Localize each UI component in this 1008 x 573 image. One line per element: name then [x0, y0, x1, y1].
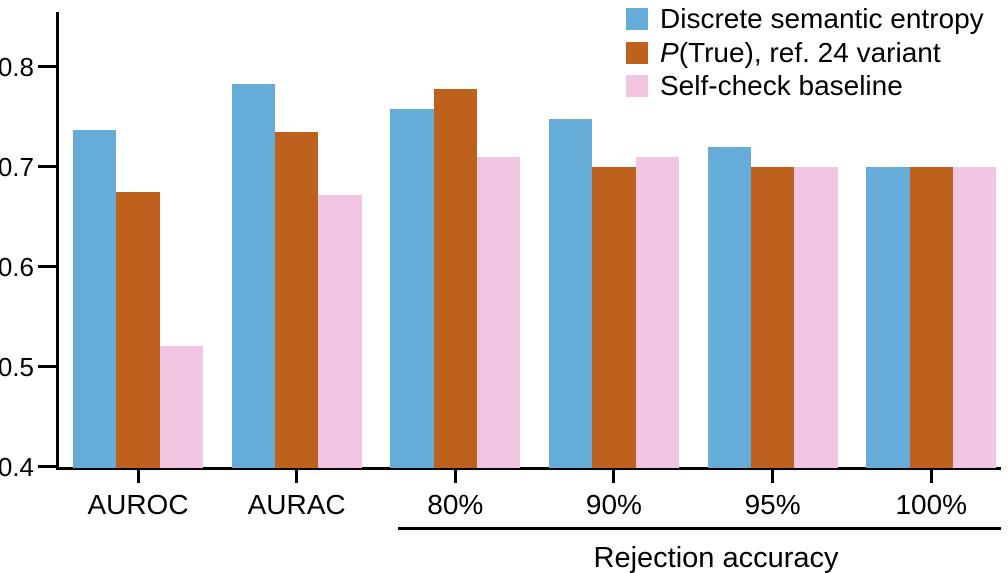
- y-tick-0-5: [38, 365, 56, 368]
- y-tick-label-0-4: 0.4: [0, 451, 34, 482]
- bar-90-discrete-semantic-entropy: [549, 118, 593, 468]
- y-tick-label-0-7: 0.7: [0, 151, 34, 182]
- x-tick-aurac: [295, 468, 299, 483]
- x-tick-label-90: 90%: [585, 488, 642, 520]
- bar-auroc-self-check-baseline: [159, 345, 203, 468]
- legend-label-self-check-baseline: Self-check baseline: [660, 70, 903, 102]
- legend-label-discrete-semantic-entropy: Discrete semantic entropy: [660, 3, 984, 34]
- legend-item-discrete-semantic-entropy: Discrete semantic entropy: [626, 3, 984, 34]
- x-tick-80: [453, 468, 457, 483]
- y-tick-0-7: [38, 165, 56, 168]
- bar-auroc-p-true-ref-24-variant: [116, 191, 160, 468]
- x-axis-line: [56, 466, 1001, 470]
- bar-aurac-self-check-baseline: [318, 194, 362, 468]
- legend-swatch-self-check-baseline: [626, 75, 648, 98]
- bar-95-discrete-semantic-entropy: [707, 146, 751, 468]
- x-tick-label-auroc: AUROC: [87, 488, 189, 520]
- bar-80-self-check-baseline: [476, 156, 521, 468]
- x-tick-label-80: 80%: [427, 488, 484, 520]
- x-tick-label-100: 100%: [895, 488, 968, 520]
- bar-80-p-true-ref-24-variant: [433, 88, 477, 468]
- bar-100-self-check-baseline: [952, 166, 997, 468]
- x-tick-90: [612, 468, 616, 483]
- legend-swatch-p-true-ref-24-variant: [626, 41, 648, 64]
- x-tick-auroc: [136, 468, 140, 483]
- rejection-accuracy-underline: [397, 526, 1001, 530]
- bar-90-self-check-baseline: [635, 156, 679, 468]
- y-tick-0-4: [38, 465, 56, 468]
- x-tick-label-95: 95%: [744, 488, 801, 520]
- bar-80-discrete-semantic-entropy: [390, 108, 434, 468]
- bar-95-p-true-ref-24-variant: [750, 166, 795, 468]
- y-tick-0-6: [38, 265, 56, 268]
- bar-100-discrete-semantic-entropy: [866, 166, 910, 468]
- x-tick-100: [929, 468, 933, 483]
- bar-aurac-p-true-ref-24-variant: [275, 131, 319, 468]
- y-tick-0-8: [38, 65, 56, 68]
- bar-95-self-check-baseline: [794, 166, 838, 468]
- legend-label-p-true-ref-24-variant: P(True), ref. 24 variant: [660, 36, 941, 68]
- legend-item-p-true-ref-24-variant: P(True), ref. 24 variant: [626, 36, 941, 68]
- y-tick-label-0-6: 0.6: [0, 251, 34, 282]
- x-tick-label-aurac: AURAC: [247, 488, 346, 520]
- bar-aurac-discrete-semantic-entropy: [231, 83, 275, 468]
- bar-100-p-true-ref-24-variant: [909, 166, 953, 468]
- y-tick-label-0-8: 0.8: [0, 51, 34, 82]
- legend-item-self-check-baseline: Self-check baseline: [626, 70, 903, 102]
- y-axis-line: [56, 12, 59, 468]
- x-tick-95: [771, 468, 775, 483]
- bar-auroc-discrete-semantic-entropy: [73, 129, 117, 468]
- y-tick-label-0-5: 0.5: [0, 351, 34, 382]
- bar-90-p-true-ref-24-variant: [592, 166, 636, 468]
- legend-swatch-discrete-semantic-entropy: [626, 8, 648, 30]
- rejection-accuracy-label: Rejection accuracy: [593, 542, 839, 573]
